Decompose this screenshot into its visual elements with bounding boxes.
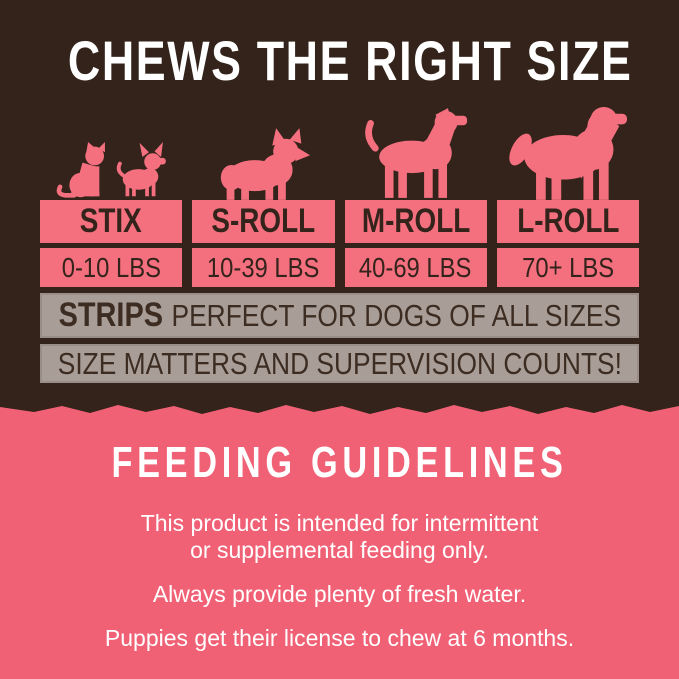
size-column-m-roll: M-ROLL 40-69 LBS [344,100,487,287]
size-name-box: S-ROLL [192,200,335,243]
weight-range-box: 0-10 LBS [40,248,183,287]
weight-range-label: 10-39 LBS [207,251,320,283]
size-name-label: L-ROLL [516,202,619,240]
size-name-label: STIX [80,202,143,240]
strips-product-label: STRIPS [58,296,163,334]
size-column-stix: STIX 0-10 LBS [40,100,183,287]
size-name-box: STIX [40,200,183,243]
strips-banner: STRIPS PERFECT FOR DOGS OF ALL SIZES [40,293,639,338]
medium-dog-icon [365,108,468,198]
guideline-intermittent-line1: This product is intended for intermitten… [140,510,539,536]
feeding-guidelines-title: FEEDING GUIDELINES [111,438,568,487]
guideline-fresh-water: Always provide plenty of fresh water. [152,581,527,607]
weight-range-box: 70+ LBS [496,248,639,287]
medium-dog-silhouette-icon [345,100,487,200]
guideline-puppies: Puppies get their license to chew at 6 m… [104,625,575,651]
weight-range-box: 10-39 LBS [192,248,335,287]
weight-range-label: 40-69 LBS [359,251,472,283]
cat-and-chihuahua-silhouette-icon [40,100,182,200]
size-name-box: M-ROLL [344,200,487,243]
corgi-silhouette-icon [192,100,334,200]
size-column-l-roll: L-ROLL 70+ LBS [496,100,639,287]
strips-message-label: PERFECT FOR DOGS OF ALL SIZES [171,298,621,333]
guideline-intermittent-line2: or supplemental feeding only. [190,537,489,563]
size-name-label: S-ROLL [211,202,316,240]
strips-banner-text: STRIPS PERFECT FOR DOGS OF ALL SIZES [58,296,620,335]
size-name-label: M-ROLL [361,202,470,240]
feeding-guidelines-section: FEEDING GUIDELINES This product is inten… [0,438,679,652]
weight-range-box: 40-69 LBS [344,248,487,287]
size-matters-text: SIZE MATTERS AND SUPERVISION COUNTS! [57,345,622,381]
size-matters-banner: SIZE MATTERS AND SUPERVISION COUNTS! [40,344,639,383]
section-title: CHEWS THE RIGHT SIZE [67,29,633,92]
size-column-s-roll: S-ROLL 10-39 LBS [192,100,335,287]
corgi-icon [220,128,310,200]
large-dog-icon [509,106,628,200]
chew-size-section: CHEWS THE RIGHT SIZE [0,0,679,414]
size-name-box: L-ROLL [496,200,639,243]
size-chart: STIX 0-10 LBS [40,100,639,287]
weight-range-label: 70+ LBS [521,251,614,283]
large-dog-silhouette-icon [497,100,639,200]
cat-and-chihuahua-icon [56,142,166,198]
weight-range-label: 0-10 LBS [61,251,161,283]
